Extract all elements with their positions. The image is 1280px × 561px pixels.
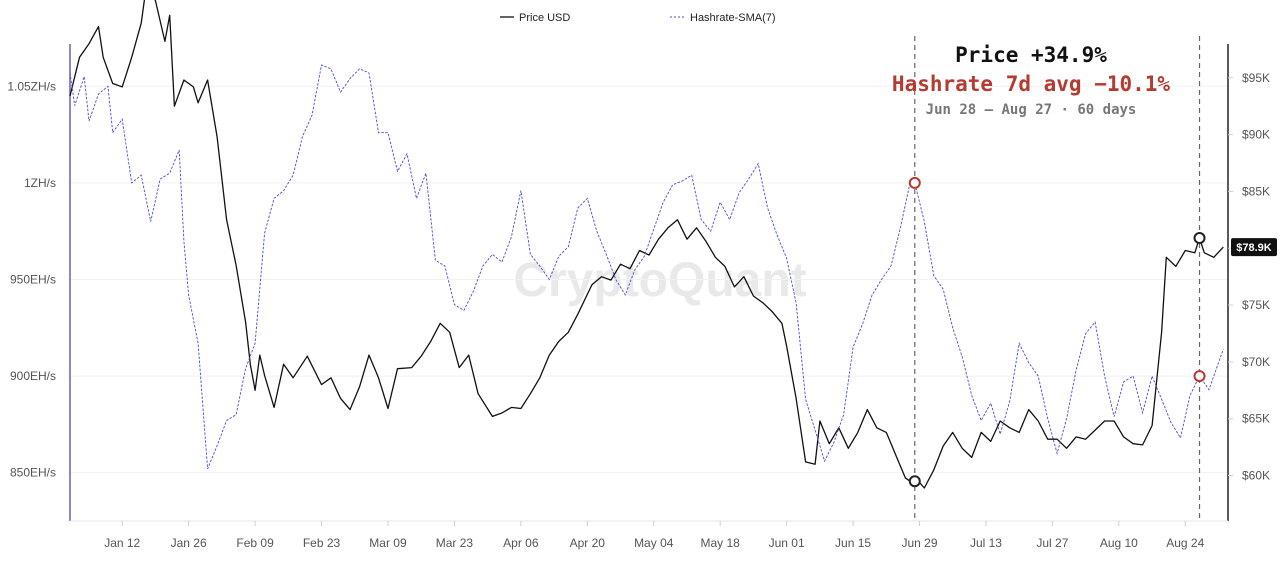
- x-tick-label: Feb 23: [303, 536, 341, 550]
- annotation-date-range: Jun 28 – Aug 27 · 60 days: [926, 102, 1137, 118]
- watermark-text: CryptoQuant: [513, 254, 806, 307]
- y-right-tick-label: $60K: [1242, 469, 1270, 483]
- x-tick-label: Apr 20: [570, 536, 606, 550]
- x-tick-labels: Jan 12 Jan 26 Feb 09 Feb 23 Mar 09 Mar 23 Apr …: [104, 521, 1205, 550]
- x-tick-label: Mar 23: [436, 536, 474, 550]
- x-tick-label: May 18: [701, 536, 741, 550]
- x-tick-label: Aug 24: [1166, 536, 1204, 550]
- x-tick-label: Apr 06: [503, 536, 539, 550]
- y-right-tick-labels: $60K$65K$70K$75K$80K$85K$90K$95K: [1228, 71, 1270, 483]
- x-tick-label: Feb 09: [236, 536, 274, 550]
- legend-label-hashrate: Hashrate-SMA(7): [690, 12, 776, 24]
- x-tick-label: Jan 26: [171, 536, 207, 550]
- data-markers: [908, 176, 1206, 488]
- legend: Price USD Hashrate-SMA(7): [500, 12, 776, 24]
- price-marker-1: [908, 475, 921, 488]
- y-right-tick-label: $65K: [1242, 412, 1270, 426]
- x-tick-label: Jan 12: [104, 536, 140, 550]
- y-left-tick-label: 850EH/s: [10, 466, 56, 480]
- x-tick-label: Jul 13: [970, 536, 1002, 550]
- hashrate-marker-3: [908, 176, 921, 189]
- y-left-tick-label: 900EH/s: [10, 369, 56, 383]
- price-marker-2: [1193, 232, 1206, 245]
- grid-lines: [70, 85, 1228, 474]
- last-price-tag-text: $78.9K: [1236, 242, 1272, 254]
- y-right-tick-label: $70K: [1242, 355, 1270, 369]
- x-tick-label: Jun 15: [835, 536, 871, 550]
- last-price-tag: $78.9K: [1231, 238, 1277, 257]
- y-right-tick-label: $75K: [1242, 298, 1270, 312]
- y-right-tick-label: $90K: [1242, 128, 1270, 142]
- y-left-tick-label: 1ZH/s: [24, 176, 56, 190]
- x-tick-label: Jun 01: [769, 536, 805, 550]
- x-tick-label: May 04: [634, 536, 674, 550]
- y-right-tick-label: $95K: [1242, 71, 1270, 85]
- y-left-tick-labels: 850EH/s 900EH/s 950EH/s 1ZH/s 1.05ZH/s: [7, 79, 56, 479]
- last-price-tag-bg: [1231, 238, 1277, 257]
- annotation-price-change: Price +34.9%: [955, 43, 1107, 67]
- axes: [69, 44, 1229, 522]
- series-lines: [69, 0, 1224, 489]
- y-left-tick-label: 1.05ZH/s: [7, 79, 56, 93]
- price-line: [69, 0, 1224, 489]
- y-right-tick-label: $85K: [1242, 184, 1270, 198]
- hashrate-marker-4: [1193, 370, 1206, 383]
- x-tick-label: Jul 27: [1036, 536, 1068, 550]
- x-tick-label: Jun 29: [902, 536, 938, 550]
- y-left-tick-label: 950EH/s: [10, 273, 56, 287]
- x-tick-label: Aug 10: [1100, 536, 1138, 550]
- annotation-hashrate-change: Hashrate 7d avg −10.1%: [892, 72, 1171, 96]
- x-tick-label: Mar 09: [369, 536, 407, 550]
- legend-label-price: Price USD: [519, 12, 570, 24]
- hashrate-sma-line: [69, 64, 1224, 469]
- annotation-block: Price +34.9% Hashrate 7d avg −10.1% Jun …: [892, 43, 1171, 118]
